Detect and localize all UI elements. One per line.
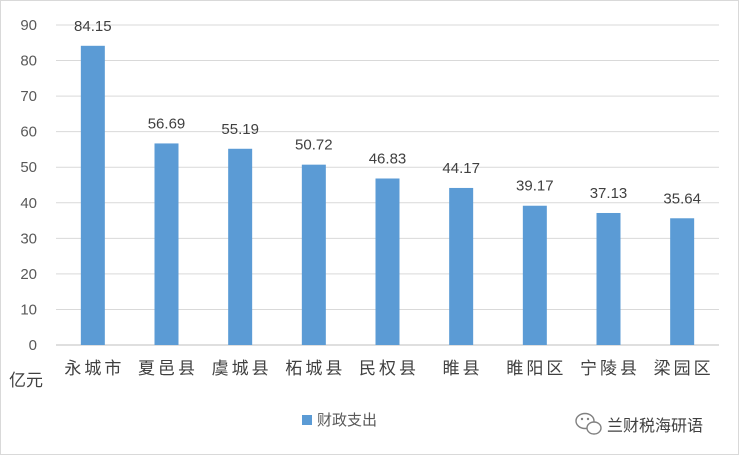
bar (522, 205, 547, 345)
y-tick-label: 80 (20, 53, 37, 70)
y-tick-label: 20 (20, 266, 37, 283)
data-label: 56.69 (148, 115, 186, 132)
watermark-text: 兰财税海研语 (607, 416, 703, 435)
y-tick-label: 40 (20, 195, 37, 212)
bar (375, 178, 400, 345)
data-label: 37.13 (590, 185, 628, 202)
y-tick-label: 90 (20, 17, 37, 34)
legend-label: 财政支出 (317, 411, 377, 429)
y-axis-unit: 亿元 (9, 371, 43, 391)
y-tick-label: 10 (20, 301, 37, 318)
x-category-label: 宁陵县 (580, 359, 640, 379)
data-label: 84.15 (74, 18, 112, 35)
x-category-label: 睢阳区 (506, 359, 566, 379)
x-category-label: 民权县 (359, 359, 419, 379)
x-category-label: 柘城县 (285, 359, 345, 379)
y-axis-ticks: 0 10 20 30 40 50 60 70 80 90 (20, 17, 37, 354)
y-tick-label: 30 (20, 230, 37, 247)
bar (80, 45, 105, 346)
bar (596, 212, 621, 345)
data-label: 35.64 (663, 190, 701, 207)
wechat-icon (575, 412, 602, 435)
data-labels: 84.15 56.69 55.19 50.72 46.83 44.17 39.17 37.13… (74, 18, 701, 207)
watermark: 兰财税海研语 (575, 412, 703, 435)
data-label: 46.83 (369, 150, 407, 167)
data-label: 39.17 (516, 178, 554, 195)
bar (301, 164, 326, 345)
data-label: 50.72 (295, 137, 333, 154)
y-tick-label: 50 (20, 159, 37, 176)
legend: 财政支出 (302, 411, 377, 429)
x-category-label: 虞城县 (212, 359, 272, 379)
x-category-label: 梁园区 (654, 359, 714, 379)
x-category-label: 夏邑县 (138, 359, 198, 379)
bars (80, 45, 695, 346)
x-axis-categories: 永城市 夏邑县 虞城县 柘城县 民权县 睢县 睢阳区 宁陵县 梁园区 (64, 359, 714, 379)
data-label: 55.19 (221, 121, 259, 138)
bar (670, 218, 695, 345)
x-category-label: 永城市 (64, 359, 124, 379)
y-tick-label: 60 (20, 124, 37, 141)
data-label: 44.17 (442, 160, 480, 177)
bar (449, 187, 474, 345)
y-tick-label: 70 (20, 88, 37, 105)
legend-swatch (302, 415, 312, 425)
y-tick-label: 0 (29, 337, 37, 354)
x-category-label: 睢县 (443, 359, 483, 379)
bar (228, 148, 253, 345)
bar (154, 143, 179, 345)
